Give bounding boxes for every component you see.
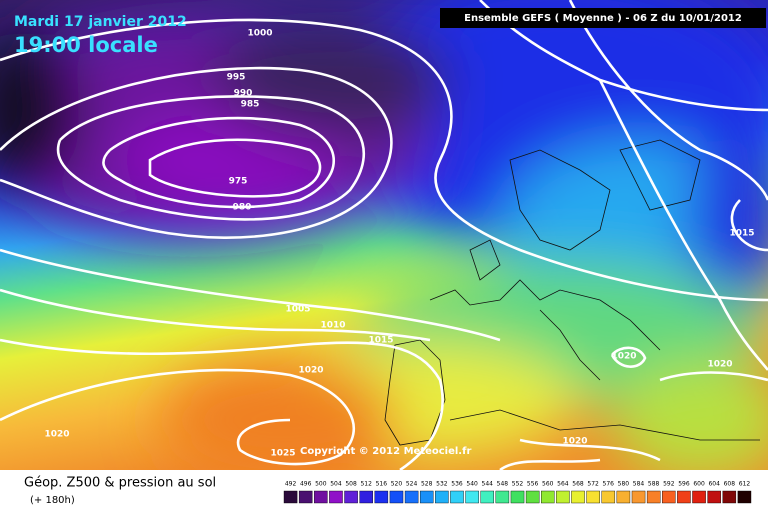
scale-label: 584 — [633, 481, 645, 488]
isobar-label: 1015 — [729, 229, 754, 239]
scale-label: 492 — [285, 481, 297, 488]
isobar-label: 980 — [233, 203, 252, 213]
isobar-label: 1025 — [270, 449, 295, 459]
scale-swatch — [389, 490, 404, 504]
isobar-label: 1015 — [368, 336, 393, 346]
scale-swatch — [314, 490, 328, 504]
scale-label: 548 — [497, 481, 509, 488]
scale-label: 596 — [678, 481, 690, 488]
scale-label: 556 — [527, 481, 539, 488]
map-field: Copyright © 2012 Meteociel.fr 1000 995 990… — [0, 0, 768, 480]
scale-swatch — [435, 490, 449, 504]
copyright: Copyright © 2012 Meteociel.fr — [300, 446, 471, 457]
scale-swatch — [359, 490, 373, 504]
isobar-label: 985 — [241, 100, 260, 110]
legend-title: Géop. Z500 & pression au sol — [24, 476, 216, 491]
scale-label: 552 — [512, 481, 524, 488]
scale-swatch — [692, 490, 706, 504]
isobar-label: 1020 — [611, 352, 636, 362]
scale-label: 532 — [436, 481, 448, 488]
scale-label: 540 — [466, 481, 478, 488]
isobar-label: 1020 — [562, 437, 587, 447]
scale-swatch — [631, 490, 646, 504]
scale-label: 560 — [542, 481, 554, 488]
model-box — [440, 8, 766, 28]
scale-label: 528 — [421, 481, 433, 488]
scale-swatch — [329, 490, 343, 504]
scale-label: 612 — [739, 481, 751, 488]
scale-swatch — [722, 490, 737, 504]
scale-swatch — [510, 490, 525, 504]
scale-swatch — [480, 490, 495, 504]
scale-swatch — [419, 490, 434, 504]
scale-label: 544 — [482, 481, 494, 488]
scale-label: 564 — [557, 481, 569, 488]
scale-swatch — [450, 490, 464, 504]
isobar-label: 995 — [227, 73, 246, 83]
scale-swatch — [677, 490, 691, 504]
isobar-label: 1010 — [320, 321, 345, 331]
scale-label: 572 — [587, 481, 599, 488]
scale-swatch — [616, 490, 631, 504]
scale-swatch — [586, 490, 600, 504]
isobar-label: 990 — [234, 89, 253, 99]
scale-label: 524 — [406, 481, 418, 488]
scale-swatch — [662, 490, 676, 504]
scale-label: 536 — [451, 481, 463, 488]
isobar-label: 1000 — [247, 29, 272, 39]
scale-label: 588 — [648, 481, 660, 488]
isobar-label: 1005 — [285, 305, 310, 315]
scale-label: 592 — [663, 481, 675, 488]
scale-swatch — [571, 490, 585, 504]
scale-swatch — [556, 490, 570, 504]
scale-label: 580 — [618, 481, 630, 488]
scale-label: 576 — [603, 481, 615, 488]
date: Mardi 17 janvier 2012 — [14, 14, 187, 30]
scale-swatch — [646, 490, 661, 504]
scale-label: 568 — [572, 481, 584, 488]
scale-label: 500 — [315, 481, 327, 488]
scale-label: 604 — [708, 481, 720, 488]
scale-swatch — [404, 490, 419, 504]
scale-label: 496 — [300, 481, 312, 488]
scale-swatch — [374, 490, 389, 504]
scale-label: 516 — [376, 481, 388, 488]
color-scale: 492 496 500 504 508 512 516 520 524 528 532 536 540 5… — [283, 481, 752, 504]
scale-swatch — [525, 490, 540, 504]
local-time: 19:00 locale — [14, 33, 158, 57]
scale-label: 508 — [345, 481, 357, 488]
scale-label: 512 — [360, 481, 372, 488]
isobar-label: 1020 — [707, 360, 732, 370]
scale-swatch — [737, 490, 752, 504]
forecast-lead: (+ 180h) — [30, 495, 75, 506]
isobar-label: 1020 — [298, 366, 323, 376]
scale-label: 520 — [391, 481, 403, 488]
scale-swatch — [601, 490, 616, 504]
isobar-label: 975 — [229, 177, 248, 187]
scale-swatch — [344, 490, 358, 504]
model-info: Ensemble GEFS ( Moyenne ) - 06 Z du 10/0… — [464, 13, 742, 24]
scale-swatch — [540, 490, 555, 504]
scale-label: 608 — [724, 481, 736, 488]
scale-label: 504 — [330, 481, 342, 488]
scale-swatch — [707, 490, 721, 504]
scale-swatch — [495, 490, 510, 504]
scale-swatch — [298, 490, 313, 504]
scale-label: 600 — [693, 481, 705, 488]
scale-swatch — [465, 490, 479, 504]
isobar-label: 1020 — [44, 430, 69, 440]
scale-swatch — [283, 490, 298, 504]
